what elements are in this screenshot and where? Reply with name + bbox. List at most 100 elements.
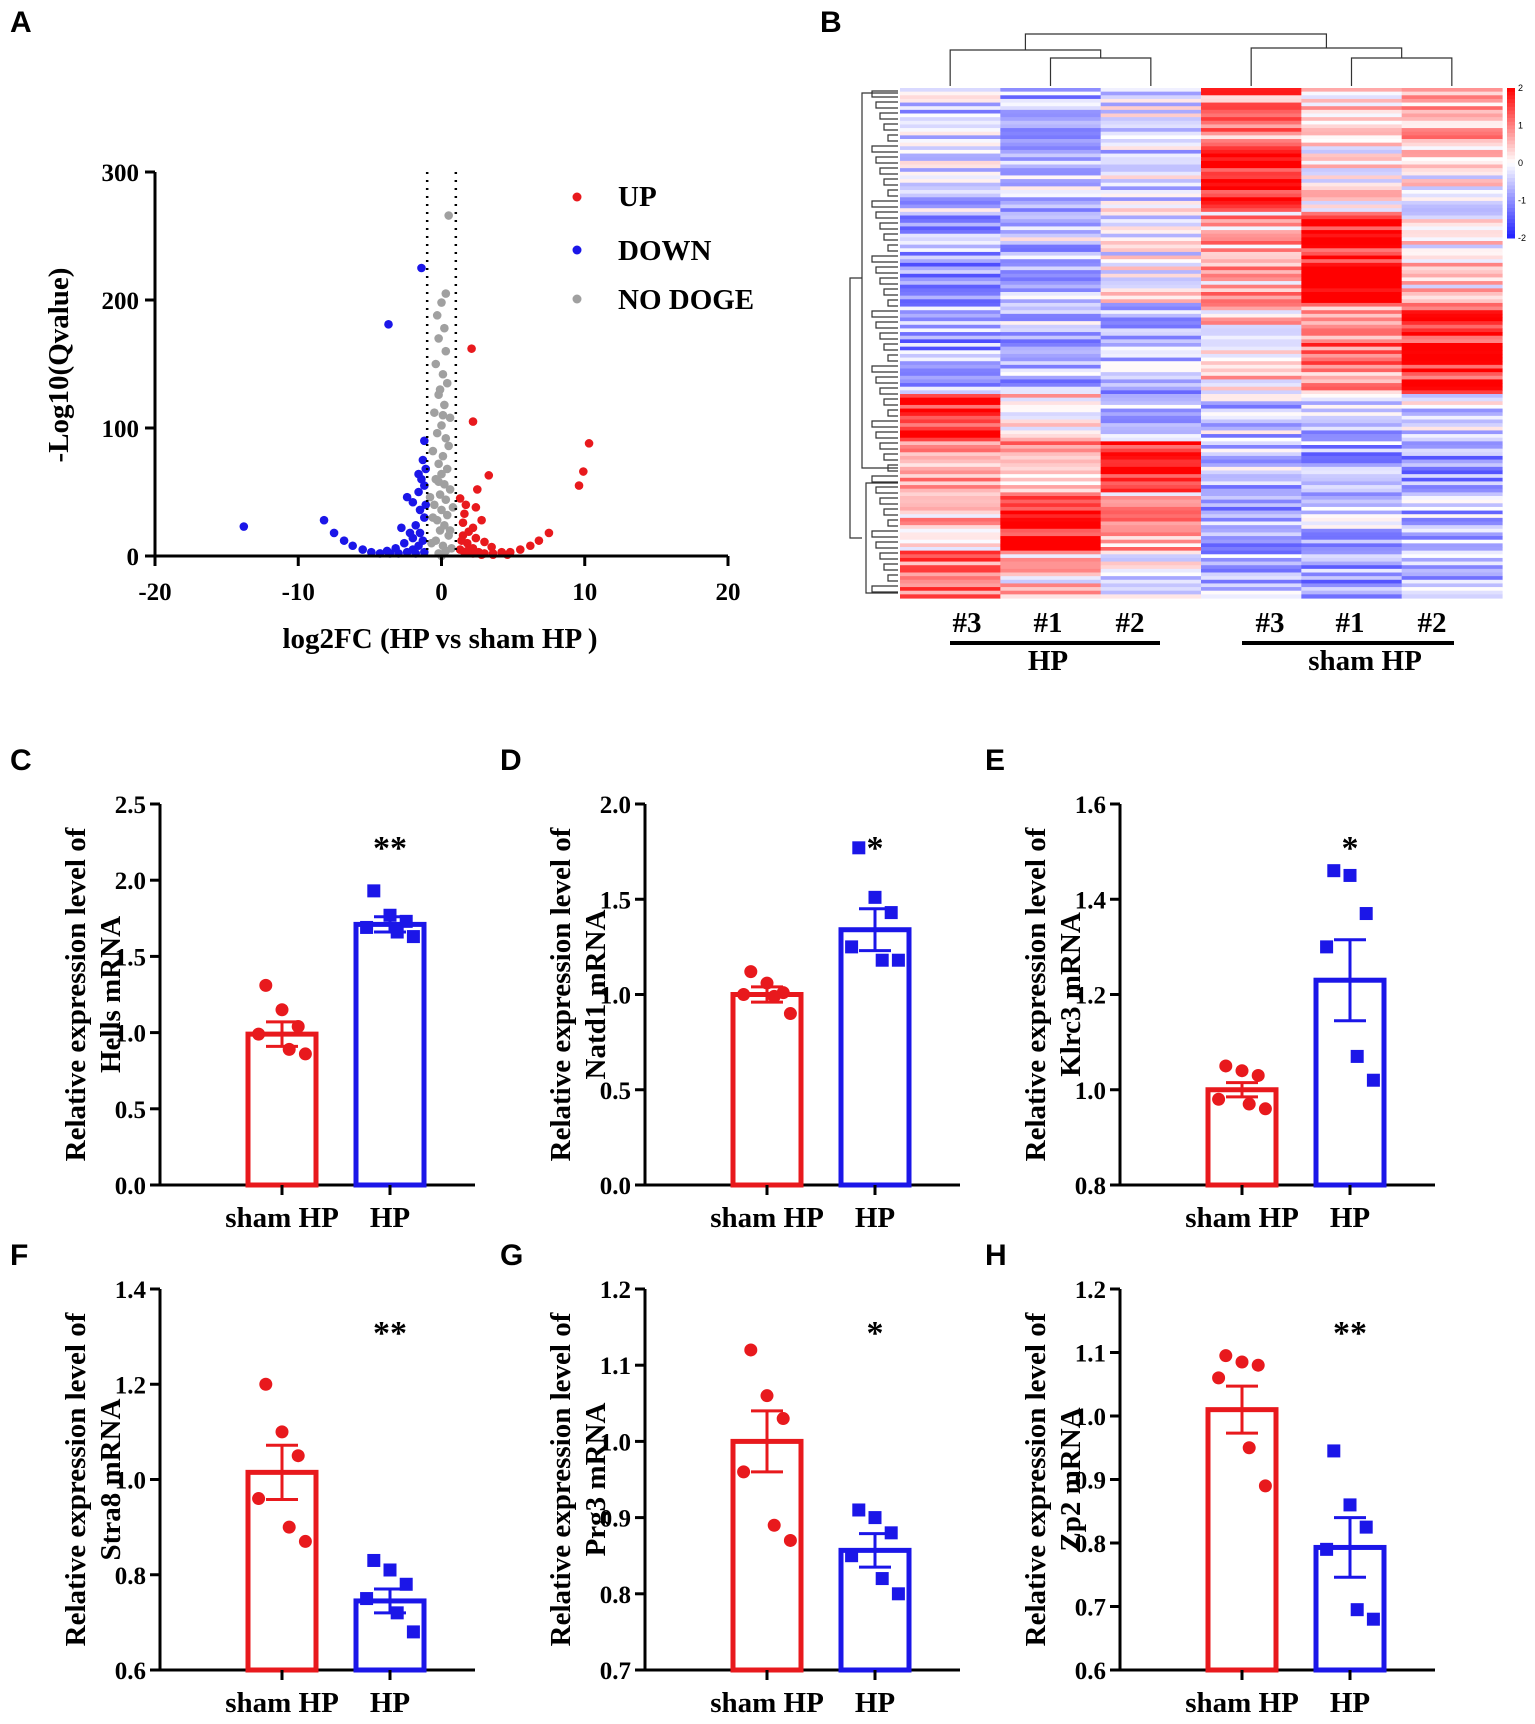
volcano-point-up — [544, 528, 554, 538]
heatmap-cell — [1100, 259, 1202, 264]
heatmap-cell — [1201, 241, 1302, 246]
dendro-row-link — [875, 541, 898, 549]
volcano-point-no-doge — [425, 492, 435, 502]
heatmap-cell — [1301, 266, 1403, 271]
heatmap-cell — [1301, 499, 1403, 504]
heatmap-cell — [1100, 222, 1202, 228]
heatmap-cell — [900, 423, 1001, 428]
heatmap-cell — [1301, 233, 1403, 238]
heatmap-cell — [1401, 361, 1503, 366]
heatmap-cell — [1201, 313, 1302, 319]
data-point-sham-hp — [1235, 1064, 1249, 1078]
heatmap-cell — [1201, 288, 1302, 293]
heatmap-cell — [1301, 157, 1403, 162]
data-point-sham-hp — [291, 1020, 305, 1034]
heatmap-cell — [1100, 324, 1202, 330]
heatmap-cell — [1100, 561, 1202, 566]
heatmap-cell — [1100, 164, 1202, 169]
heatmap-cell — [900, 485, 1001, 490]
heatmap-cell — [1301, 547, 1403, 552]
colorbar-segment — [1507, 110, 1515, 115]
heatmap-cell — [1100, 270, 1202, 275]
heatmap-cell — [1000, 197, 1102, 202]
heatmap-cell — [900, 182, 1001, 187]
heatmap-cell — [1301, 255, 1403, 260]
heatmap-cell — [1401, 222, 1503, 228]
heatmap-cell — [1301, 332, 1403, 337]
heatmap-cell — [1301, 474, 1403, 479]
data-point-sham-hp — [252, 1492, 266, 1506]
heatmap-cell — [1301, 390, 1403, 395]
heatmap-cell — [900, 146, 1001, 151]
heatmap-cell — [1201, 364, 1302, 370]
heatmap-cell — [1401, 175, 1503, 180]
heatmap-cell — [900, 412, 1001, 417]
heatmap-cell — [900, 463, 1001, 468]
heatmap-cell — [900, 496, 1001, 501]
data-point-hp — [1350, 1603, 1364, 1617]
heatmap-cell — [1301, 394, 1403, 399]
dendro-row-link — [883, 563, 898, 571]
heatmap-cell — [1000, 343, 1102, 348]
dendro-row-link — [871, 90, 898, 98]
data-point-hp — [1343, 1498, 1357, 1512]
heatmap-cell — [1000, 241, 1102, 246]
volcano-points — [239, 211, 594, 561]
heatmap-cell — [1100, 565, 1202, 570]
heatmap-cell — [1100, 233, 1202, 238]
heatmap-cell — [1201, 474, 1302, 479]
volcano-point-up — [460, 509, 469, 519]
heatmap-cell — [1301, 434, 1403, 439]
data-point-sham-hp — [298, 1534, 312, 1548]
volcano-point-no-doge — [440, 400, 449, 410]
data-point-hp — [367, 884, 381, 898]
colorbar-tick-label: -2 — [1518, 233, 1526, 243]
heatmap-cell — [1401, 292, 1503, 297]
dendro-row-link — [879, 442, 898, 450]
data-point-sham-hp — [1212, 1092, 1226, 1106]
heatmap-cell — [1301, 583, 1403, 588]
heatmap-cell — [1000, 590, 1102, 595]
heatmap-cell — [1100, 404, 1202, 410]
significance-marker: ** — [1333, 1315, 1367, 1352]
volcano-point-down — [418, 536, 428, 545]
heatmap-cell — [1301, 230, 1403, 235]
heatmap-cell — [1100, 190, 1202, 195]
heatmap-cell — [1201, 514, 1302, 519]
volcano-point-no-doge — [437, 505, 446, 515]
heatmap-cell — [1000, 95, 1102, 100]
heatmap-cell — [1201, 452, 1302, 457]
x-tick-label: HP — [1330, 1202, 1370, 1234]
heatmap-cell — [900, 233, 1001, 238]
heatmap-cell — [900, 514, 1001, 519]
heatmap-cell — [900, 292, 1001, 297]
volcano-x-tick-label: 20 — [716, 579, 741, 606]
significance-marker: * — [867, 830, 884, 867]
heatmap-cell — [900, 350, 1001, 355]
x-tick-label: sham HP — [710, 1202, 824, 1234]
heatmap-cell — [1201, 339, 1302, 344]
heatmap-cell — [1201, 124, 1302, 129]
heatmap-cell — [1301, 310, 1403, 315]
heatmap-cell — [1401, 441, 1503, 446]
heatmap-cell — [1000, 324, 1102, 330]
heatmap-cell — [1100, 554, 1202, 559]
heatmap-cell — [1100, 583, 1202, 588]
heatmap-cell — [1301, 525, 1403, 530]
volcano-point-down — [399, 538, 409, 548]
heatmap-cell — [1301, 477, 1403, 483]
heatmap-cell — [900, 273, 1001, 279]
heatmap-cell — [900, 266, 1001, 271]
heatmap-cell — [1301, 470, 1403, 475]
y-axis-label-line-2: Zp2 mRNA — [1055, 1407, 1087, 1551]
data-point-hp — [1320, 940, 1334, 954]
heatmap-cell — [1401, 128, 1503, 133]
heatmap-cell — [1301, 517, 1403, 523]
heatmap-cell — [900, 244, 1001, 249]
heatmap-cell — [900, 579, 1001, 585]
bar-panels: 0.0 0.5 1.0 1.5 2.0 2.5 Relative expression le… — [60, 792, 1435, 1719]
data-point-sham-hp — [783, 1533, 797, 1547]
heatmap-cell — [900, 572, 1001, 577]
volcano-point-down — [358, 545, 368, 554]
heatmap-cell — [900, 139, 1001, 144]
